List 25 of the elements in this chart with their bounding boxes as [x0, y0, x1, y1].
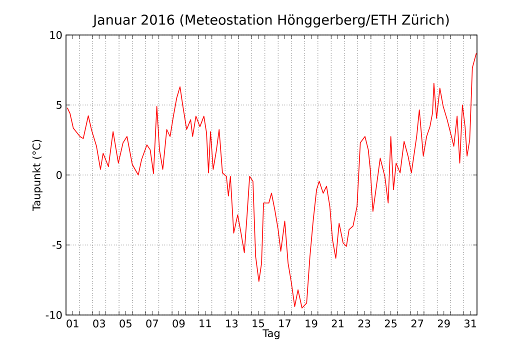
x-tick-label: 21 [332, 320, 344, 328]
x-axis-title: Tag [262, 329, 280, 340]
x-tick-label: 01 [66, 320, 78, 328]
x-tick-label: 07 [146, 320, 158, 328]
y-tick-label: 10 [50, 31, 62, 39]
x-tick-label: 17 [279, 320, 291, 328]
line-series [66, 52, 477, 308]
x-tick-label: 19 [306, 320, 318, 328]
y-tick-label: 5 [56, 101, 62, 109]
y-tick-label: 0 [56, 171, 62, 179]
x-tick-label: 23 [358, 320, 370, 328]
x-tick-label: 13 [226, 320, 238, 328]
x-tick-label: 15 [252, 320, 264, 328]
x-tick-label: 11 [200, 320, 211, 328]
x-tick-label: 25 [384, 320, 397, 328]
x-tick-label: 09 [172, 320, 185, 328]
x-tick-label: 05 [120, 320, 132, 328]
y-tick-label: -5 [52, 241, 62, 249]
x-tick-label: 29 [438, 320, 450, 328]
x-tick-label: 27 [411, 320, 424, 328]
y-tick-label: -10 [46, 311, 62, 319]
x-tick-label: 31 [464, 320, 476, 328]
x-tick-label: 03 [93, 320, 105, 328]
y-axis-title: Taupunkt (°C) [32, 140, 42, 212]
chart-title: Januar 2016 (Meteostation Hönggerberg/ETH Zürich) [92, 14, 449, 28]
